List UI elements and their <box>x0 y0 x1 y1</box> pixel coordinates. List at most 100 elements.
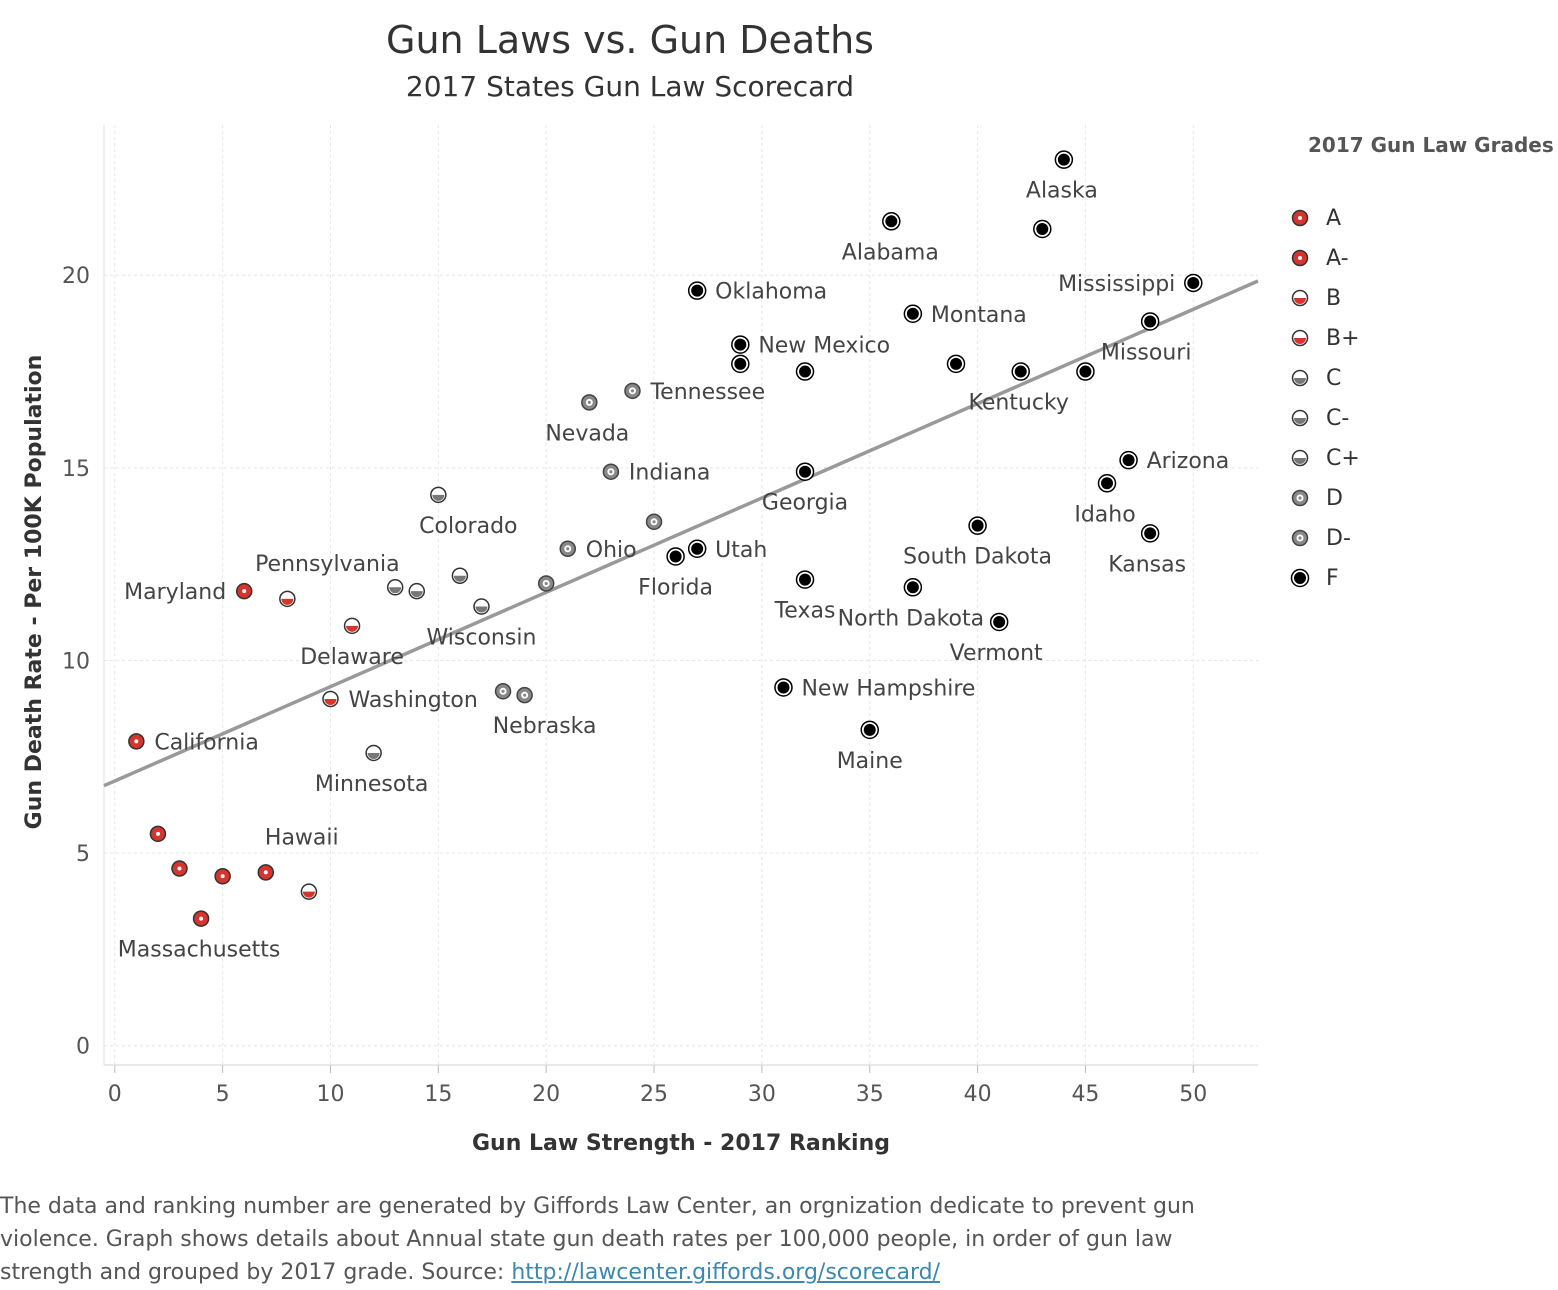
legend-item: C+ <box>1288 438 1360 478</box>
data-point <box>860 720 879 740</box>
x-tick-label: 0 <box>108 1082 122 1107</box>
data-point <box>408 582 426 600</box>
data-point <box>581 394 598 411</box>
data-point <box>946 354 966 374</box>
point-label: Massachusetts <box>118 938 281 963</box>
data-point <box>516 686 533 704</box>
legend-label: C- <box>1326 405 1350 431</box>
point-label: Pennsylvania <box>255 552 400 577</box>
point-label: Vermont <box>950 641 1043 666</box>
data-point <box>214 867 231 885</box>
legend-item: B <box>1288 278 1360 318</box>
legend-item: F <box>1288 558 1360 598</box>
legend-marker <box>1291 489 1309 507</box>
trendline <box>103 279 1259 788</box>
legend-label: D <box>1326 485 1343 511</box>
data-point <box>903 304 923 324</box>
legend-marker <box>1291 329 1309 347</box>
legend-item: C- <box>1288 398 1360 438</box>
point-label: Montana <box>931 303 1027 328</box>
data-point <box>687 539 707 559</box>
points-group <box>128 150 1203 927</box>
point-label: Mississippi <box>1058 272 1175 297</box>
trendline-group <box>103 279 1259 788</box>
data-point <box>687 281 707 300</box>
data-point <box>882 212 901 231</box>
legend-item: D <box>1288 478 1360 518</box>
legend-symbol <box>1291 289 1309 307</box>
legend-marker <box>1291 289 1309 307</box>
legend-item: A <box>1288 198 1360 238</box>
data-point <box>365 744 382 762</box>
data-point <box>602 463 620 480</box>
data-point <box>1140 312 1160 331</box>
legend-marker <box>1291 369 1309 387</box>
axes: 0 5 10 15 20 25 30 35 40 45 50 0 5 10 15 20 <box>62 125 1258 1107</box>
data-point <box>171 860 188 877</box>
point-label: Indiana <box>629 461 710 486</box>
legend-symbol <box>1291 489 1309 507</box>
data-point <box>1184 273 1203 293</box>
point-label: Tennessee <box>649 380 765 405</box>
point-label: Wisconsin <box>427 626 537 651</box>
legend-marker <box>1291 529 1309 547</box>
point-label: California <box>154 730 258 755</box>
legend-label: A- <box>1326 245 1349 271</box>
data-point <box>1097 474 1117 493</box>
point-label: Maine <box>837 749 903 774</box>
chart-subtitle: 2017 States Gun Law Scorecard <box>405 70 855 103</box>
data-point <box>795 570 815 589</box>
point-label: Nevada <box>545 421 629 446</box>
legend-label: C <box>1326 365 1342 391</box>
data-point <box>666 547 685 566</box>
data-point <box>1011 362 1030 381</box>
data-point <box>322 690 339 708</box>
point-label: Hawaii <box>265 825 339 850</box>
point-label: South Dakota <box>903 545 1052 570</box>
footer-text: The data and ranking number are generate… <box>0 1194 1195 1285</box>
legend-title: 2017 Gun Law Grades <box>1308 133 1554 157</box>
legend-label: B+ <box>1326 325 1360 351</box>
data-point <box>1033 219 1052 239</box>
point-label: Minnesota <box>315 772 429 797</box>
legend-marker <box>1291 209 1309 227</box>
data-point <box>279 590 296 608</box>
x-tick-label: 30 <box>748 1082 776 1107</box>
legend-symbol <box>1291 409 1309 427</box>
scatter-chart: 0 5 10 15 20 25 30 35 40 45 50 0 5 10 15 20 California M… <box>22 125 1259 1156</box>
data-point <box>451 567 469 584</box>
point-label: Washington <box>348 688 477 713</box>
point-label: Colorado <box>419 514 517 539</box>
point-label: Maryland <box>124 580 226 605</box>
y-tick-label: 10 <box>62 649 90 674</box>
y-axis-label: Gun Death Rate - Per 100K Population <box>22 355 47 830</box>
data-point <box>1140 524 1160 543</box>
data-point <box>494 683 512 700</box>
legend-item: C <box>1288 358 1360 398</box>
legend-symbol <box>1290 568 1310 588</box>
legend-label: D- <box>1326 525 1351 551</box>
point-label: Delaware <box>300 645 404 670</box>
point-label: Oklahoma <box>715 280 827 305</box>
point-label: New Mexico <box>758 334 890 359</box>
data-point <box>1054 150 1074 169</box>
data-point <box>537 575 555 592</box>
point-label: Ohio <box>586 538 637 563</box>
data-point <box>386 579 404 596</box>
data-point <box>473 598 490 615</box>
legend-symbol <box>1291 329 1309 347</box>
data-point <box>731 335 750 354</box>
x-tick-label: 45 <box>1071 1082 1099 1107</box>
data-point <box>1076 362 1095 381</box>
data-point <box>343 617 361 635</box>
data-point <box>795 362 815 381</box>
source-link[interactable]: http://lawcenter.giffords.org/scorecard/ <box>511 1260 941 1285</box>
point-label: North Dakota <box>838 606 984 631</box>
data-point <box>192 910 210 927</box>
point-label: Missouri <box>1101 340 1192 365</box>
legend-symbol <box>1291 529 1309 547</box>
legend-label: F <box>1326 565 1339 591</box>
footer-note: The data and ranking number are generate… <box>0 1190 1240 1289</box>
point-label: Utah <box>715 538 767 563</box>
data-point <box>989 612 1009 632</box>
